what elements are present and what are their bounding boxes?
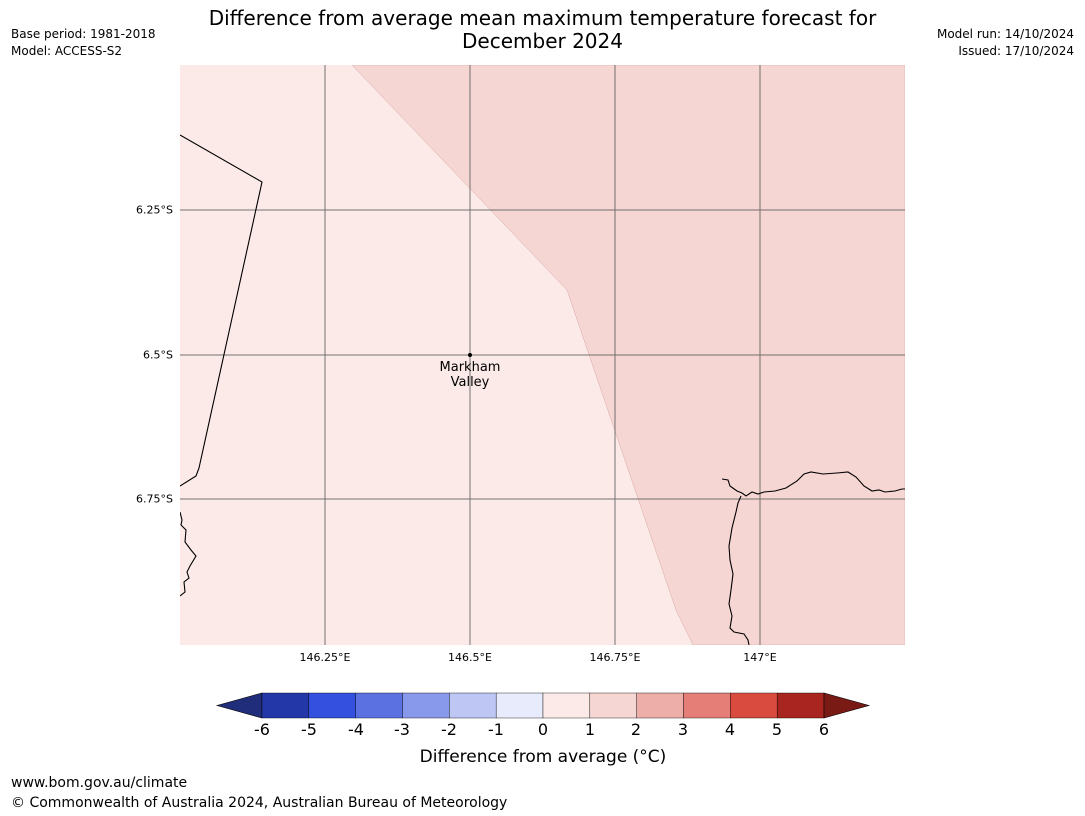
colorbar-tick-label: -4: [348, 720, 364, 739]
colorbar-title: Difference from average (°C): [419, 747, 667, 767]
colorbar-cell: [683, 692, 731, 719]
base-period: Base period: 1981-2018: [11, 27, 156, 41]
colorbar-cell: [776, 692, 825, 719]
colorbar-tick-label: 3: [677, 720, 689, 739]
lon-label-146-75e: 146.75°E: [589, 651, 641, 664]
colorbar-tick-label: 5: [771, 720, 783, 739]
colorbar-tick-label: 6: [818, 720, 830, 739]
place-label-markham-valley: Markham Valley: [410, 360, 530, 390]
colorbar-cell: [261, 692, 310, 719]
place-label-line2: Valley: [450, 375, 490, 390]
colorbar-tick-label: 1: [584, 720, 596, 739]
model-run: Model run: 14/10/2024: [936, 27, 1074, 41]
colorbar-tick-label: -1: [488, 720, 504, 739]
colorbar-tick-label: 0: [537, 720, 549, 739]
colorbar-tick-label: 2: [630, 720, 642, 739]
metadata-right: Model run: 14/10/2024 Issued: 17/10/2024: [937, 26, 1074, 60]
colorbar-cells: [261, 692, 825, 719]
colorbar-cell: [542, 692, 591, 719]
footer-url[interactable]: www.bom.gov.au/climate: [11, 775, 188, 791]
issued-date: Issued: 17/10/2024: [958, 44, 1074, 58]
colorbar-cell: [495, 692, 544, 719]
colorbar-cell: [449, 692, 497, 719]
place-marker: [468, 353, 472, 357]
graticule: [180, 65, 905, 645]
place-label-line1: Markham: [439, 360, 501, 375]
map-title-line1: Difference from average mean maximum tem…: [208, 6, 877, 30]
model-name: Model: ACCESS-S2: [11, 44, 123, 58]
coastlines: [180, 134, 905, 645]
colorbar-tick-label: 4: [724, 720, 736, 739]
colorbar-cell: [355, 692, 403, 719]
colorbar-cell: [308, 692, 356, 719]
colorbar-cell: [402, 692, 450, 719]
metadata-left: Base period: 1981-2018 Model: ACCESS-S2: [11, 26, 156, 60]
colorbar-tick-label: -5: [301, 720, 317, 739]
map-title-line2: December 2024: [462, 29, 623, 53]
map-area: [180, 65, 905, 645]
colorbar-tick-label: -2: [441, 720, 457, 739]
lat-label-6-25s: 6.25°S: [136, 203, 173, 217]
lon-label-147e: 147°E: [743, 651, 777, 664]
colorbar: [215, 692, 871, 719]
lon-label-146-25e: 146.25°E: [299, 651, 351, 664]
colorbar-over-arrow: [823, 692, 871, 719]
map-title: Difference from average mean maximum tem…: [180, 7, 905, 53]
colorbar-cell: [589, 692, 637, 719]
lat-label-6-5s: 6.5°S: [143, 348, 173, 362]
colorbar-tick-label: -6: [254, 720, 270, 739]
colorbar-cell: [730, 692, 778, 719]
colorbar-under-arrow: [215, 692, 263, 719]
lat-label-6-75s: 6.75°S: [136, 492, 173, 506]
lon-label-146-5e: 146.5°E: [448, 651, 492, 664]
colorbar-tick-label: -3: [394, 720, 410, 739]
footer-copyright: © Commonwealth of Australia 2024, Austra…: [11, 795, 508, 811]
colorbar-cell: [636, 692, 684, 719]
